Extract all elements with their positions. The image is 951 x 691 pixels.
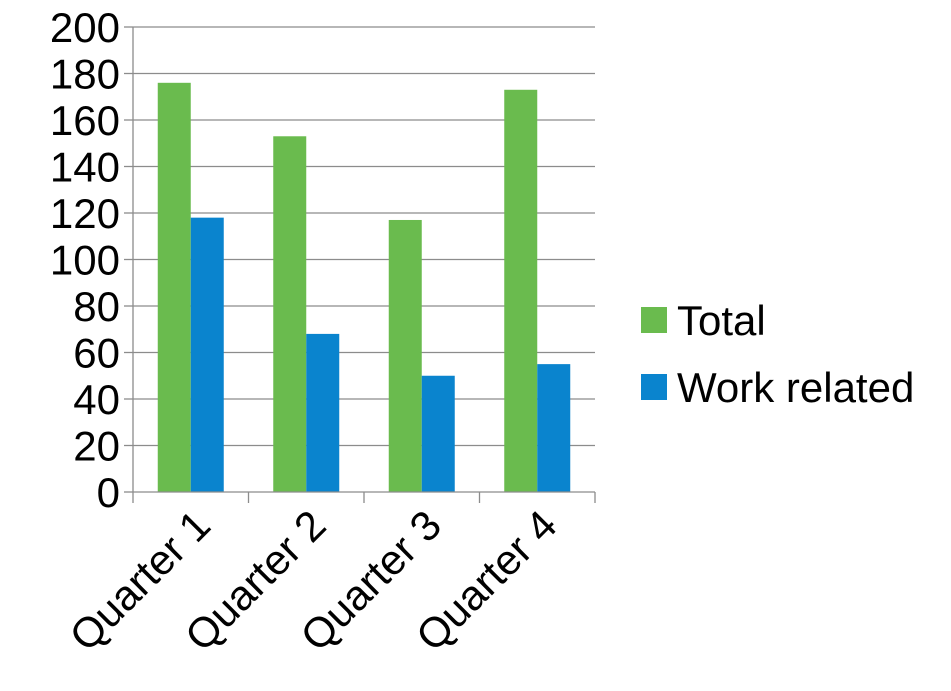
legend: Total Work related — [641, 297, 914, 411]
bars — [157, 82, 571, 493]
bar-total-1 — [157, 82, 191, 493]
bar-total-2 — [273, 136, 307, 492]
legend-swatch — [641, 307, 667, 333]
bar-work-related-1 — [190, 217, 224, 492]
y-tick-label: 60 — [73, 330, 120, 377]
y-tick-label: 40 — [73, 376, 120, 423]
bar-total-3 — [388, 219, 422, 492]
y-tick-label: 100 — [50, 237, 120, 284]
y-tick-label: 0 — [97, 469, 120, 516]
y-tick-label: 120 — [50, 190, 120, 237]
legend-swatch — [641, 374, 667, 400]
bar-work-related-4 — [537, 364, 571, 492]
axes — [132, 27, 596, 503]
y-tick-label: 140 — [50, 144, 120, 191]
y-tick-label: 80 — [73, 283, 120, 330]
y-tick-label: 160 — [50, 97, 120, 144]
y-tick-label: 180 — [50, 51, 120, 98]
legend-label: Total — [677, 297, 766, 344]
legend-label: Work related — [677, 364, 914, 411]
bar-work-related-2 — [306, 333, 340, 492]
bar-work-related-3 — [421, 375, 455, 492]
y-tick-label: 20 — [73, 423, 120, 470]
y-tick-label: 200 — [50, 4, 120, 51]
bar-total-4 — [504, 89, 538, 493]
